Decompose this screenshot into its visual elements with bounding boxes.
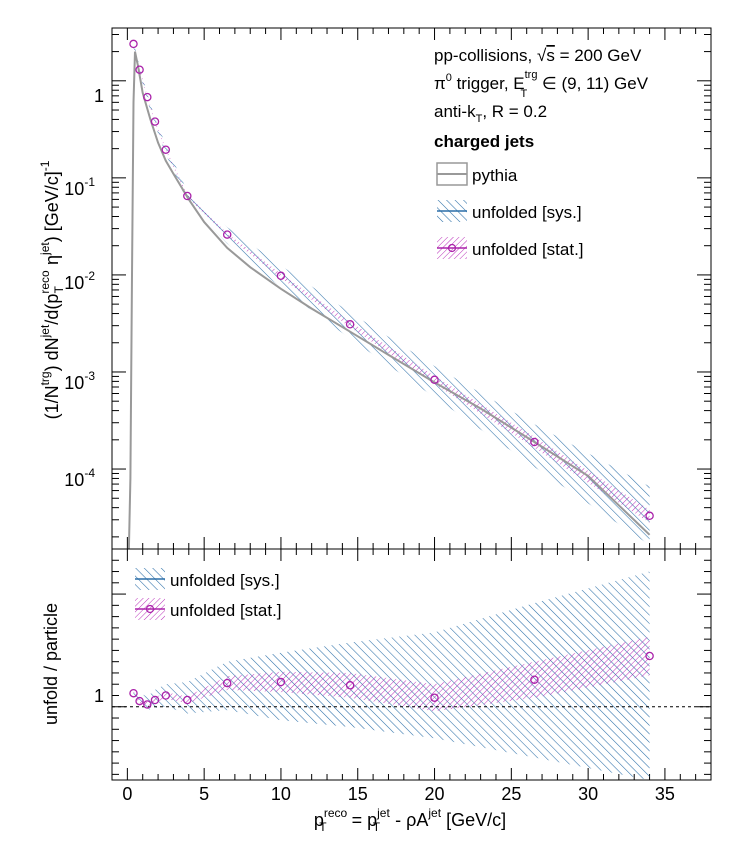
lower-ytick-label-1: 1: [94, 686, 104, 706]
x-tick-label: 30: [578, 784, 598, 804]
x-tick-label: 15: [348, 784, 368, 804]
unfolded-sys-band: [133, 40, 650, 545]
lower-y-axis-label: unfold / particle: [41, 603, 61, 725]
ytick-label-1: 1: [94, 86, 104, 106]
lower-legend: unfolded [sys.] unfolded [stat.]: [135, 568, 282, 620]
ratio-point: [143, 700, 152, 709]
legend-label-pythia: pythia: [472, 166, 518, 185]
ratio-point: [645, 651, 654, 661]
annotation-charged-jets: charged jets: [434, 132, 534, 151]
x-axis-label: preco T = pjet T - ρAjet [GeV/c]: [314, 806, 506, 834]
unfolded-point: [430, 375, 439, 385]
lower-legend-entry-stat: unfolded [stat.]: [135, 598, 282, 620]
lower-axis-ticks: [111, 548, 712, 780]
ratio-point: [183, 695, 192, 705]
ratio-point: [161, 691, 171, 700]
legend-entry-unfolded-stat: unfolded [stat.]: [437, 237, 584, 259]
annotation-algorithm: anti-kT, R = 0.2: [434, 102, 547, 125]
upper-plot-frame: [111, 27, 712, 550]
unfolded-point: [222, 230, 232, 239]
ytick-label-1e-2: 10-2: [64, 269, 95, 293]
x-tick-label: 5: [199, 784, 209, 804]
annotation-collisions: pp-collisions, √s = 200 GeV: [434, 46, 642, 65]
x-tick-label: 35: [655, 784, 675, 804]
unfolded-point: [143, 92, 152, 102]
lower-legend-label-stat: unfolded [stat.]: [170, 601, 282, 620]
x-tick-label: 10: [271, 784, 291, 804]
unfolded-point: [645, 511, 654, 521]
ratio-point: [222, 678, 232, 688]
unfolded-point: [183, 191, 192, 201]
legend-label-unfolded-sys: unfolded [sys.]: [472, 203, 582, 222]
ratio-point: [530, 675, 539, 684]
ratio-point: [430, 693, 439, 702]
lower-legend-label-sys: unfolded [sys.]: [170, 571, 280, 590]
unfolded-point: [135, 65, 144, 74]
unfolded-point: [150, 117, 160, 126]
ratio-point: [276, 677, 286, 687]
lower-panel: 1 unfold / particle unfolded [sys.] unfo…: [41, 548, 712, 834]
lower-legend-entry-sys: unfolded [sys.]: [135, 568, 280, 590]
upper-panel: 1 10-1 10-2 10-3 10-4 (1/Ntrg) dNjet/d(p…: [38, 27, 712, 550]
ratio-sys-band: [133, 571, 650, 780]
legend-entry-unfolded-sys: unfolded [sys.]: [437, 200, 582, 222]
unfolded-point: [345, 320, 355, 329]
ytick-label-1e-4: 10-4: [64, 466, 95, 490]
upper-legend: pythia unfolded [sys.] unfolded [stat.]: [436, 162, 584, 259]
annotation-trigger: π0 trigger, Etrg T ∈ (9, 11) GeV: [434, 69, 649, 100]
ratio-point: [135, 696, 144, 706]
ytick-label-1e-1: 10-1: [64, 175, 95, 199]
x-tick-labels: 0 5 10 15 20 25 30 35: [122, 784, 675, 804]
unfolded-point: [129, 39, 138, 49]
ratio-point: [129, 688, 138, 698]
pythia-curve: [127, 51, 651, 549]
unfolded-point: [276, 271, 286, 281]
ratio-stat-band: [133, 636, 650, 712]
unfolded-point: [161, 145, 171, 154]
ratio-points: [129, 651, 654, 709]
unfolded-points: [129, 39, 654, 521]
x-tick-label: 0: [122, 784, 132, 804]
lower-plot-frame: [111, 548, 712, 781]
x-tick-label: 20: [425, 784, 445, 804]
ratio-point: [345, 681, 355, 690]
legend-label-unfolded-stat: unfolded [stat.]: [472, 240, 584, 259]
ratio-point: [150, 695, 160, 705]
upper-axis-ticks: [111, 28, 712, 549]
ytick-label-1e-3: 10-3: [64, 369, 95, 393]
unfolded-point: [530, 437, 539, 447]
x-tick-label: 25: [501, 784, 521, 804]
legend-entry-pythia: pythia: [436, 162, 518, 186]
upper-y-axis-label: (1/Ntrg) dNjet/d(precoT ηjet) [GeV/c]-1: [38, 160, 66, 419]
